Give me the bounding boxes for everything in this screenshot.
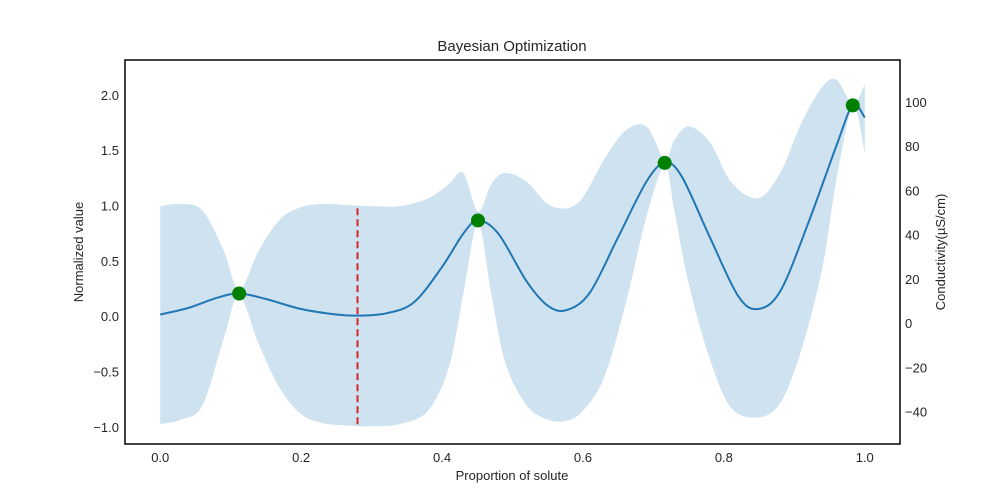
mean-line <box>160 103 866 317</box>
x-tick-label: 1.0 <box>856 450 874 465</box>
y-axis-left-ticks: −1.0 −0.5 0.0 0.5 1.0 1.5 2.0 <box>93 88 119 435</box>
plot-area <box>160 78 866 427</box>
x-axis-title: Proportion of solute <box>456 468 569 483</box>
y-right-tick-label: 20 <box>905 272 919 287</box>
y-left-tick-label: 1.5 <box>101 143 119 158</box>
observation-point <box>657 155 672 170</box>
observation-point <box>845 98 860 113</box>
y-right-tick-label: 40 <box>905 228 919 243</box>
observation-point <box>470 213 485 228</box>
y-right-tick-label: 60 <box>905 183 919 198</box>
y-right-tick-label: 100 <box>905 95 927 110</box>
x-tick-label: 0.0 <box>151 450 169 465</box>
y-left-tick-label: 1.0 <box>101 199 119 214</box>
chart-title: Bayesian Optimization <box>437 38 586 55</box>
confidence-band <box>160 78 865 427</box>
plot-frame <box>124 59 901 445</box>
x-tick-label: 0.6 <box>574 450 592 465</box>
y-axis-left-title: Normalized value <box>71 202 86 302</box>
y-right-tick-label: 80 <box>905 139 919 154</box>
x-tick-label: 0.2 <box>292 450 310 465</box>
y-axis-right-title: Conductivity(µS/cm) <box>933 194 948 311</box>
x-tick-label: 0.8 <box>715 450 733 465</box>
y-right-tick-label: −20 <box>905 360 927 375</box>
y-left-tick-label: 2.0 <box>101 88 119 103</box>
x-tick-label: 0.4 <box>433 450 451 465</box>
y-axis-right-ticks: −40 −20 0 20 40 60 80 100 <box>905 95 927 420</box>
y-left-tick-label: −1.0 <box>93 420 119 435</box>
observation-point <box>232 286 247 301</box>
y-left-tick-label: −0.5 <box>93 365 119 380</box>
y-right-tick-label: 0 <box>905 316 912 331</box>
x-axis-ticks: 0.0 0.2 0.4 0.6 0.8 1.0 <box>151 450 874 465</box>
y-left-tick-label: 0.0 <box>101 309 119 324</box>
observation-points <box>232 98 860 301</box>
y-right-tick-label: −40 <box>905 405 927 420</box>
y-left-tick-label: 0.5 <box>101 254 119 269</box>
